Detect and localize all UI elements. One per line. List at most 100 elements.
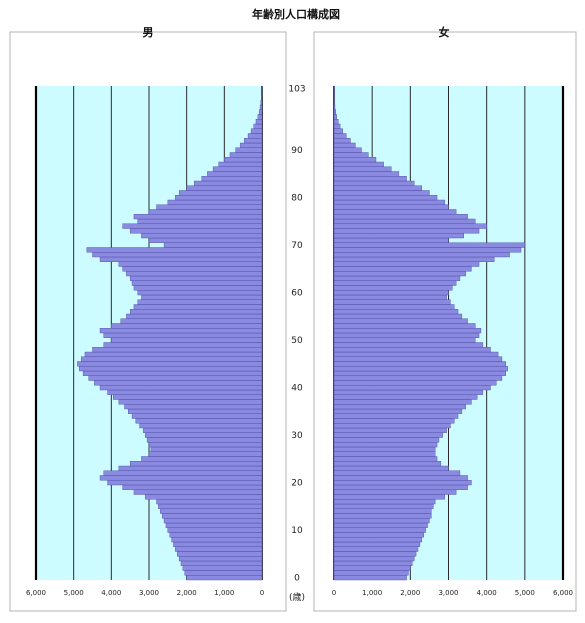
female-age-bar [333,513,432,519]
female-age-bar [333,157,377,163]
male-age-bar [133,214,263,220]
female-age-bar [333,508,432,514]
male-age-bar [77,361,263,367]
female-age-bar [333,114,337,120]
male-age-bar [244,138,263,144]
male-age-bar [171,537,263,543]
male-age-bar [92,252,263,258]
male-age-bar [129,309,263,315]
male-age-bar [103,342,263,348]
female-age-bar [333,356,503,362]
male-age-bar [79,366,263,372]
female-age-bar [333,451,436,457]
female-age-bar [333,104,336,110]
male-age-bar [94,380,263,386]
male-age-bar [103,332,263,338]
male-age-bar [124,404,263,410]
male-age-bar [148,451,263,457]
female-age-bar [333,237,449,243]
male-age-bar [169,532,263,538]
female-age-bar [333,546,419,552]
female-age-bar [333,218,476,224]
female-age-bar [333,404,466,410]
female-x-tick: 2,000 [400,589,420,597]
male-age-bar [218,161,263,167]
female-x-tick: 3,000 [438,589,458,597]
male-age-bar [111,337,263,343]
female-age-bar [333,128,343,134]
female-age-bar [333,437,440,443]
male-age-bar [148,209,263,215]
age-tick: 0 [294,574,300,584]
female-age-bar [333,280,457,286]
female-age-bar [333,318,468,324]
male-age-bar [235,147,263,153]
female-age-bar [333,385,491,391]
female-age-bar [333,166,392,172]
female-age-bar [333,475,468,481]
male-age-bar [88,375,263,381]
female-age-bar [333,351,499,357]
female-age-bar [333,147,362,153]
female-age-bar [333,242,526,248]
male-age-bar [92,347,263,353]
female-age-bar [333,461,442,467]
female-age-bar [333,133,347,139]
female-age-bar [333,565,411,571]
male-age-bar [261,85,263,91]
female-age-bar [333,375,503,381]
male-x-tick: 1,000 [214,589,234,597]
male-age-bar [126,271,263,277]
female-age-bar [333,570,409,576]
male-age-bar [186,185,263,191]
male-age-bar [165,522,263,528]
female-x-axis: 0 1,000 2,000 3,000 4,000 5,000 6,000 [332,589,573,597]
male-age-bar [173,541,263,547]
female-age-bar [333,228,480,234]
male-age-bar [158,503,263,509]
female-age-bar [333,480,472,486]
male-age-bar [137,290,263,296]
male-age-bar [182,565,263,571]
female-age-bar [333,503,434,509]
age-axis: 0 10 20 30 40 50 60 70 80 90 103 (歳) [288,84,305,603]
male-age-bar [122,266,263,272]
male-age-bar [258,109,263,115]
male-age-bar [118,465,263,471]
female-age-bar [333,541,421,547]
male-age-bar [175,546,263,552]
page-title: 年齢別人口構成図 [252,7,340,21]
age-tick: 10 [291,526,303,536]
female-age-bar [333,418,455,424]
male-age-bar [163,518,263,524]
male-age-bar [107,389,263,395]
male-age-bar [141,233,263,239]
male-age-bar [111,323,263,329]
female-age-bar [333,152,369,158]
female-age-bar [333,328,482,334]
male-age-bar [247,133,263,139]
male-x-tick: 3,000 [139,589,159,597]
female-age-bar [333,366,508,372]
male-age-bar [133,304,263,310]
female-age-bar [333,256,495,262]
male-age-bar [118,399,263,405]
female-age-bar [333,370,506,376]
male-age-bar [133,489,263,495]
male-age-bar [178,190,263,196]
female-age-bar [333,223,487,229]
male-age-bar [148,442,263,448]
female-panel-frame [313,31,577,612]
female-age-bar [333,347,491,353]
age-tick: 70 [291,241,303,251]
male-age-bar [103,470,263,476]
male-age-bar [178,556,263,562]
male-age-bar [99,328,263,334]
female-age-bar [333,294,447,300]
female-age-bar [333,527,426,533]
female-age-bar [333,247,522,253]
male-age-bar [129,461,263,467]
male-age-bar [122,484,263,490]
male-age-bar [84,351,263,357]
male-age-bar [184,570,263,576]
